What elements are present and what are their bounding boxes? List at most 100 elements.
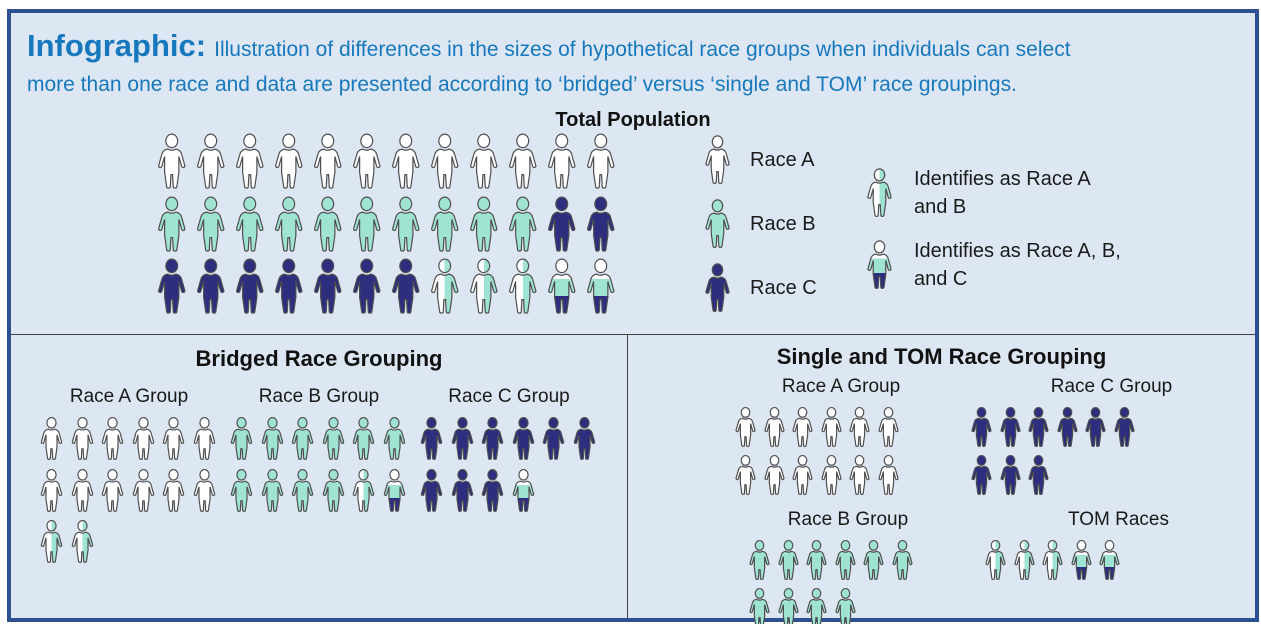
person-icon-race-c [1028, 454, 1049, 495]
legend-icon-slot-race-a [701, 134, 734, 186]
legend-item-race-a: Race A [701, 134, 817, 186]
pictograph-row [37, 416, 221, 462]
person-icon-race-c [451, 417, 473, 460]
pictograph-row [732, 454, 950, 497]
infographic-board: Infographic: Illustration of differences … [7, 9, 1259, 624]
person-icon-race-c [1028, 407, 1049, 447]
person-icon-race-c [1000, 407, 1020, 447]
title-lead: Infographic: [27, 28, 207, 63]
single-tom-race-a-group-label: Race A Group [781, 376, 901, 397]
person-icon-race-a [162, 468, 185, 512]
pictograph-row [732, 406, 950, 449]
bridged-race-b-group-label: Race B Group [258, 386, 380, 407]
person-icon-race-a [849, 454, 870, 495]
person-icon-race-c [481, 417, 504, 460]
person-icon-race-a [101, 468, 124, 512]
person-icon-race-a [878, 407, 898, 447]
single-tom-race-c-group-label: Race C Group [1050, 376, 1173, 397]
legend-icon-slot-race-a-b-and-c [863, 239, 896, 291]
person-icon-race-a-b-and-c [1071, 540, 1091, 580]
bridged-heading: Bridged Race Grouping [195, 346, 443, 371]
bridged-race-grouping-section: Bridged Race Grouping Race A Group Race … [11, 334, 627, 616]
bridged-groups: Race A Group Race B Group Race C Group [11, 386, 627, 571]
person-icon-race-a [792, 407, 813, 447]
pictograph-row [153, 257, 621, 316]
person-icon-race-a-b-and-c [1099, 540, 1120, 580]
pictograph-row [968, 406, 1255, 449]
person-icon-race-a [470, 133, 498, 189]
person-icon-race-a [821, 454, 841, 495]
pictograph-row [417, 416, 601, 462]
person-icon-race-a [314, 133, 342, 189]
person-icon-race-a [40, 417, 63, 460]
legend-item-race-a-b-and-c: Identifies as Race A, B, and C [863, 237, 1121, 293]
person-icon-race-a [353, 133, 381, 189]
legend-single-races: Race A Race B Race C [701, 134, 817, 326]
single-tom-race-b-group-label: Race B Group [787, 509, 909, 530]
person-icon-race-b [806, 540, 827, 580]
pictograph-row [227, 468, 411, 514]
person-icon-race-b [863, 540, 884, 580]
person-icon-race-c [451, 468, 473, 512]
bridged-race-c-pictograph [417, 416, 601, 513]
person-icon-race-c [573, 417, 595, 460]
pictograph-row [227, 416, 411, 462]
person-icon-race-a-and-b [71, 520, 93, 563]
section-divider-horizontal [11, 334, 1255, 335]
pictograph-row [982, 539, 1255, 582]
person-icon-race-a [236, 133, 264, 189]
person-icon-race-c [420, 417, 443, 460]
person-icon-race-a-b-and-c [383, 468, 405, 512]
person-icon-race-b [806, 587, 827, 624]
section-divider-vertical [627, 334, 628, 618]
bridged-race-c-group: Race C Group [417, 386, 601, 571]
person-icon-race-b [835, 540, 855, 580]
pictograph-row [153, 132, 621, 191]
pictograph-row [153, 195, 621, 254]
legend-item-race-b: Race B [701, 198, 817, 250]
bridged-race-b-group: Race B Group [227, 386, 411, 571]
person-icon-race-a [587, 133, 615, 189]
person-icon-race-c [158, 258, 186, 314]
bridged-race-c-group-label: Race C Group [448, 386, 570, 407]
legend-label-race-a: Race A [750, 148, 815, 171]
person-icon-race-b [275, 196, 303, 252]
person-icon-race-c [314, 258, 342, 314]
person-icon-race-a [193, 468, 215, 512]
single-tom-tom-races-label: TOM Races [1067, 509, 1169, 530]
person-icon-race-b [322, 468, 344, 512]
pictograph-row [37, 468, 221, 514]
person-icon-race-b [509, 196, 537, 252]
person-icon-race-b [749, 587, 770, 624]
legend-multi-races: Identifies as Race A and B Identifies as… [863, 165, 1121, 309]
person-icon-race-a [764, 454, 784, 495]
single-tom-tom-races-group: TOM Races [968, 509, 1255, 624]
person-icon-race-b [835, 587, 855, 624]
person-icon-race-a-and-b [352, 468, 375, 512]
person-icon-race-a [392, 133, 420, 189]
bridged-race-a-group: Race A Group [37, 386, 221, 571]
person-icon-race-a-b-and-c [587, 258, 615, 314]
person-icon-race-a-and-b [509, 258, 537, 314]
legend-label-race-b: Race B [750, 212, 816, 235]
single-tom-grouping-section: Single and TOM Race Grouping Race A Grou… [628, 334, 1255, 624]
legend-item-race-c: Race C [701, 262, 817, 314]
bridged-race-b-pictograph [227, 416, 411, 513]
person-icon-race-b [230, 468, 253, 512]
person-icon-race-b [778, 587, 798, 624]
pictograph-row [417, 468, 601, 514]
bridged-race-a-pictograph [37, 416, 221, 565]
person-icon-race-a [735, 407, 756, 447]
person-icon-race-b [230, 417, 253, 460]
person-icon-race-b [158, 196, 186, 252]
person-icon-race-c [971, 454, 992, 495]
person-icon-race-a [71, 468, 93, 512]
person-icon-race-c [1085, 407, 1106, 447]
title-line1: Illustration of differences in the sizes… [214, 38, 1071, 61]
legend-label-race-c: Race C [750, 276, 817, 299]
person-icon-race-b [749, 540, 770, 580]
person-icon-race-a [101, 417, 124, 460]
single-tom-race-b-pictograph [746, 539, 950, 624]
person-icon-race-a [878, 454, 898, 495]
person-icon-race-a [162, 417, 185, 460]
